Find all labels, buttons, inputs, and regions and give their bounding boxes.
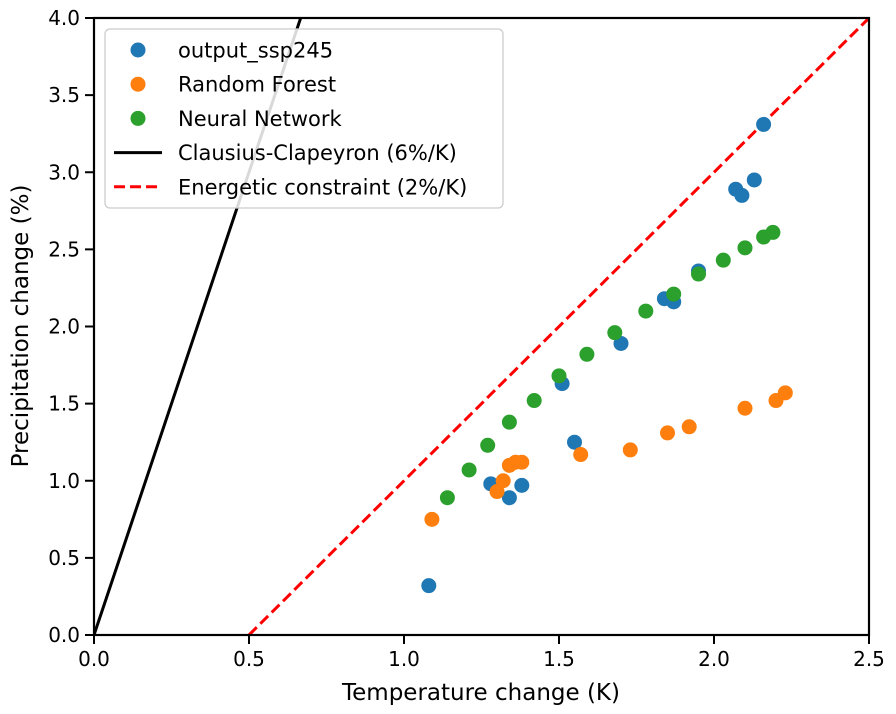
scatter-point-series-1: [573, 447, 589, 463]
x-tick-label: 2.0: [698, 647, 730, 671]
scatter-point-series-1: [495, 473, 511, 489]
y-tick-label: 4.0: [48, 6, 80, 30]
x-tick-label: 0.5: [233, 647, 265, 671]
y-tick-label: 2.5: [48, 237, 80, 261]
scatter-point-series-2: [607, 325, 623, 341]
y-axis: 0.0 0.5 1.0 1.5 2.0 2.5 3.0 3.5 4.0: [48, 6, 94, 647]
scatter-point-series-0: [421, 578, 437, 594]
scatter-point-series-2: [579, 346, 595, 362]
y-tick-label: 3.5: [48, 83, 80, 107]
legend: output_ssp245 Random Forest Neural Network…: [104, 28, 504, 209]
legend-label: Energetic constraint (2%/K): [178, 175, 467, 199]
scatter-point-series-2: [765, 224, 781, 240]
scatter-point-series-2: [551, 368, 567, 384]
scatter-point-series-2: [439, 490, 455, 506]
scatter-point-series-0: [756, 116, 772, 132]
x-tick-label: 1.5: [543, 647, 575, 671]
scatter-point-series-1: [424, 511, 440, 527]
scatter-point-series-2: [480, 437, 496, 453]
x-axis-label: Temperature change (K): [341, 680, 620, 706]
scatter-point-series-0: [746, 172, 762, 188]
x-tick-label: 2.5: [853, 647, 885, 671]
scatter-point-series-2: [715, 252, 731, 268]
scatter-point-series-1: [514, 454, 530, 470]
scatter-point-series-2: [737, 240, 753, 256]
x-tick-label: 1.0: [388, 647, 420, 671]
scatter-point-series-0: [567, 434, 582, 450]
scatter-point-series-1: [777, 385, 793, 401]
legend-label: Clausius-Clapeyron (6%/K): [178, 141, 457, 165]
x-tick-label: 0.0: [78, 647, 110, 671]
scatter-point-series-2: [501, 414, 517, 430]
scatter-point-series-0: [734, 187, 750, 203]
scatter-point-series-2: [526, 393, 542, 409]
y-tick-label: 0.0: [48, 623, 80, 647]
y-tick-label: 0.5: [48, 546, 80, 570]
legend-label: Random Forest: [178, 73, 336, 97]
scatter-point-series-0: [514, 477, 530, 493]
legend-marker: [130, 110, 146, 126]
legend-label: Neural Network: [178, 107, 342, 131]
line-clausius-clapeyron: [94, 18, 303, 635]
scatter-point-series-1: [737, 400, 753, 416]
data-points: [421, 116, 793, 594]
scatter-point-series-1: [660, 425, 675, 441]
scatter-point-series-1: [622, 442, 638, 458]
scatter-point-series-2: [638, 303, 654, 319]
y-tick-label: 1.0: [48, 469, 80, 493]
y-tick-label: 1.5: [48, 392, 80, 416]
legend-box: [104, 28, 504, 209]
scatter-point-series-2: [691, 266, 706, 282]
scatter-point-series-2: [461, 462, 477, 478]
y-tick-label: 3.0: [48, 160, 80, 184]
x-axis: 0.0 0.5 1.0 1.5 2.0 2.5: [78, 635, 885, 671]
y-tick-label: 2.0: [48, 315, 80, 339]
y-axis-label: Precipitation change (%): [8, 185, 34, 468]
scatter-point-series-2: [666, 286, 682, 302]
legend-label: output_ssp245: [178, 39, 333, 64]
legend-marker: [130, 76, 146, 92]
legend-marker: [130, 42, 146, 58]
scatter-point-series-1: [681, 419, 697, 435]
scatter-point-series-0: [501, 490, 517, 506]
